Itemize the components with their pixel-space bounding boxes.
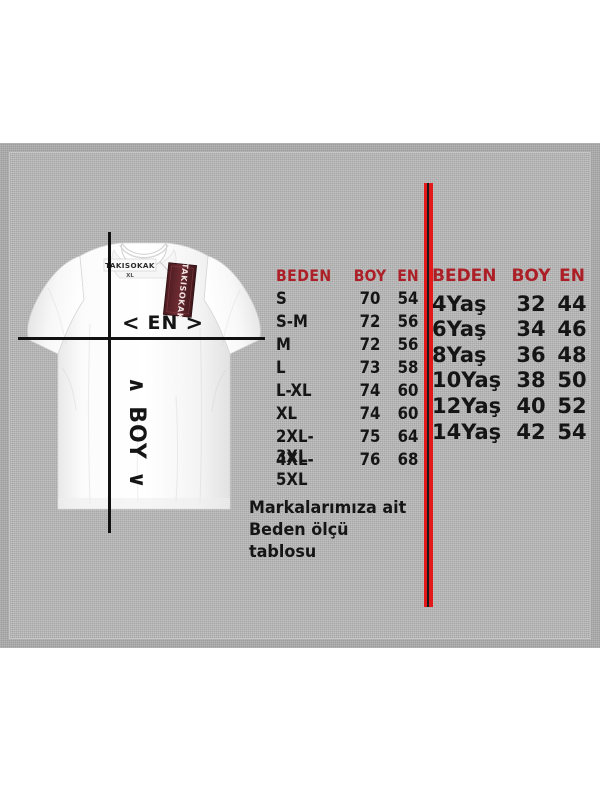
- size-chart-panel: [0, 143, 600, 648]
- cell-en: 56: [397, 312, 419, 332]
- cell-size: M: [276, 335, 291, 355]
- table-header-row: BEDEN BOY EN: [276, 266, 426, 289]
- boy-measure-label: ∧ BOY ∨: [122, 348, 152, 518]
- table-row: S-M 72 56: [276, 312, 426, 335]
- cell-size: 8Yaş: [432, 342, 487, 367]
- caption-line-2: Beden ölçü tablosu: [249, 520, 349, 562]
- cell-size: 14Yaş: [432, 419, 502, 444]
- en-left-chevron: <: [121, 311, 141, 335]
- header-beden: BEDEN: [276, 266, 332, 285]
- cell-size: L: [276, 358, 286, 378]
- table-row: 10Yaş 38 50: [432, 368, 592, 394]
- header-boy: BOY: [511, 266, 551, 286]
- cell-boy: 40: [516, 393, 546, 418]
- cell-boy: 70: [359, 289, 381, 309]
- cell-size: S: [276, 289, 287, 309]
- en-right-chevron: >: [185, 311, 205, 335]
- cell-en: 58: [397, 358, 419, 378]
- table-row: S 70 54: [276, 289, 426, 312]
- cell-en: 46: [557, 317, 587, 342]
- cell-size: XL: [276, 404, 298, 424]
- cell-boy: 42: [516, 419, 546, 444]
- header-beden: BEDEN: [432, 266, 497, 286]
- cell-boy: 72: [359, 335, 381, 355]
- fabric-folds: [61, 323, 227, 505]
- cell-boy: 74: [359, 381, 381, 401]
- cell-size: 4XL-5XL: [276, 450, 314, 490]
- en-measure-line: [18, 337, 265, 340]
- en-label-text: EN: [147, 312, 179, 334]
- cell-en: 60: [397, 404, 419, 424]
- table-row: 14Yaş 42 54: [432, 420, 592, 446]
- svg-text:XL: XL: [126, 273, 134, 279]
- cell-boy: 76: [359, 450, 381, 470]
- boy-up-chevron: ∧: [124, 376, 150, 396]
- tshirt-illustration: TAKISOKAK XL TAKISOKAK: [18, 228, 270, 538]
- cell-boy: 73: [359, 358, 381, 378]
- cell-en: 56: [397, 335, 419, 355]
- cell-boy: 72: [359, 312, 381, 332]
- cell-size: 6Yaş: [432, 317, 487, 342]
- kids-size-table: BEDEN BOY EN 4Yaş 32 44 6Yaş 34 46 8Yaş …: [432, 266, 592, 445]
- brand-hang-tag: TAKISOKAK: [162, 262, 198, 320]
- table-row: XL 74 60: [276, 404, 426, 427]
- svg-text:TAKISOKAK: TAKISOKAK: [105, 261, 155, 270]
- cell-en: 68: [397, 450, 419, 470]
- cell-en: 54: [397, 289, 419, 309]
- table-row: 6Yaş 34 46: [432, 317, 592, 343]
- cell-en: 50: [557, 368, 587, 393]
- cell-en: 44: [557, 291, 587, 316]
- cell-size: 4Yaş: [432, 291, 487, 316]
- cell-en: 48: [557, 342, 587, 367]
- en-measure-label: < EN >: [113, 311, 213, 335]
- cell-en: 60: [397, 381, 419, 401]
- cell-size: L-XL: [276, 381, 312, 401]
- cell-boy: 34: [516, 317, 546, 342]
- header-en: EN: [559, 266, 585, 286]
- cell-en: 52: [557, 393, 587, 418]
- cell-size: 12Yaş: [432, 393, 502, 418]
- cell-size: S-M: [276, 312, 308, 332]
- cell-boy: 74: [359, 404, 381, 424]
- table-row: 12Yaş 40 52: [432, 394, 592, 420]
- cell-boy: 32: [516, 291, 546, 316]
- adult-size-table: BEDEN BOY EN S 70 54 S-M 72 56 M 72 56 L…: [276, 266, 426, 490]
- brand-neck-label: TAKISOKAK XL: [103, 258, 157, 279]
- cell-en: 64: [397, 427, 419, 447]
- cell-boy: 38: [516, 368, 546, 393]
- chart-caption: Markalarımıza ait Beden ölçü tablosu: [249, 497, 429, 563]
- table-row: L-XL 74 60: [276, 381, 426, 404]
- table-row: 4Yaş 32 44: [432, 292, 592, 318]
- table-row: 8Yaş 36 48: [432, 343, 592, 369]
- cell-boy: 75: [359, 427, 381, 447]
- boy-down-chevron: ∨: [124, 470, 150, 490]
- cell-size: 2XL-3XL: [276, 427, 314, 467]
- table-row: M 72 56: [276, 335, 426, 358]
- header-boy: BOY: [353, 266, 387, 285]
- boy-label-text: BOY: [124, 406, 150, 460]
- cell-size: 10Yaş: [432, 368, 502, 393]
- table-row: 4XL-5XL 76 68: [276, 450, 426, 490]
- boy-measure-line: [108, 232, 111, 533]
- table-row: 2XL-3XL 75 64: [276, 427, 426, 467]
- cell-en: 54: [557, 419, 587, 444]
- tshirt-hem: [58, 498, 230, 509]
- header-en: EN: [397, 266, 419, 285]
- caption-line-1: Markalarımıza ait: [249, 498, 407, 518]
- table-row: L 73 58: [276, 358, 426, 381]
- table-divider: [424, 183, 433, 607]
- cell-boy: 36: [516, 342, 546, 367]
- table-header-row: BEDEN BOY EN: [432, 266, 592, 292]
